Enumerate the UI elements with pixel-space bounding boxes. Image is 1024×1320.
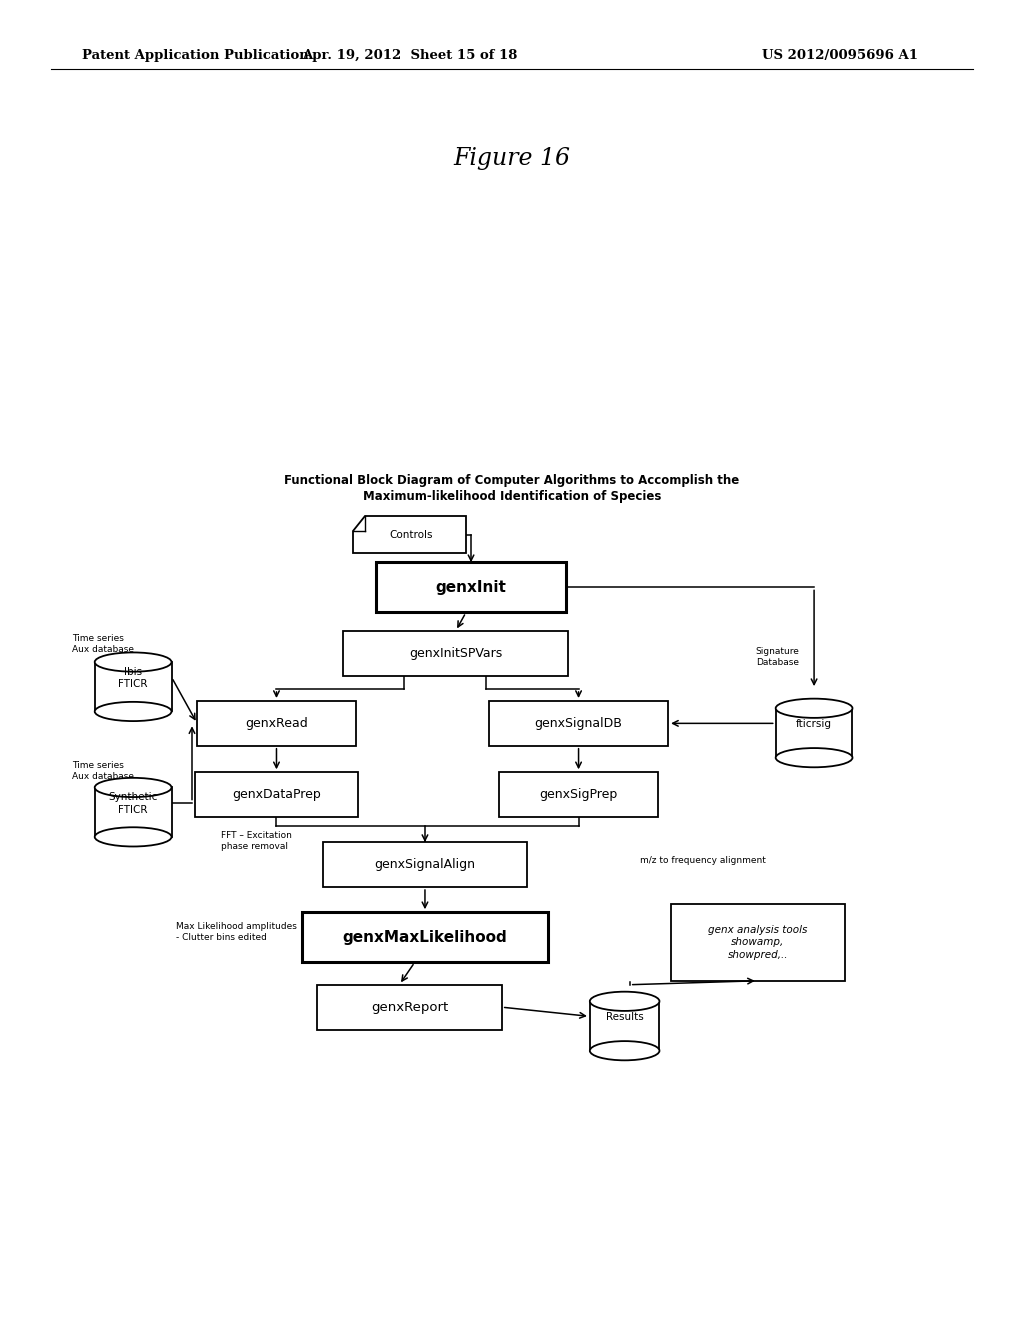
- Ellipse shape: [776, 748, 852, 767]
- Ellipse shape: [776, 698, 852, 718]
- FancyBboxPatch shape: [488, 701, 668, 746]
- Text: Maximum-likelihood Identification of Species: Maximum-likelihood Identification of Spe…: [362, 490, 662, 503]
- Text: Figure 16: Figure 16: [454, 147, 570, 170]
- Text: Apr. 19, 2012  Sheet 15 of 18: Apr. 19, 2012 Sheet 15 of 18: [302, 49, 517, 62]
- Text: genxInitSPVars: genxInitSPVars: [409, 647, 503, 660]
- Text: Controls: Controls: [389, 529, 433, 540]
- Text: Time series
Aux database: Time series Aux database: [72, 760, 134, 781]
- Text: genxReport: genxReport: [371, 1001, 449, 1014]
- Text: FFT – Excitation
phase removal: FFT – Excitation phase removal: [221, 830, 292, 851]
- Ellipse shape: [94, 702, 172, 721]
- Text: Signature
Database: Signature Database: [756, 647, 800, 668]
- Text: genxMaxLikelihood: genxMaxLikelihood: [343, 929, 507, 945]
- FancyBboxPatch shape: [317, 985, 502, 1030]
- Text: Results: Results: [606, 1012, 643, 1023]
- Ellipse shape: [94, 652, 172, 672]
- FancyBboxPatch shape: [776, 709, 852, 758]
- FancyBboxPatch shape: [195, 772, 358, 817]
- Ellipse shape: [94, 828, 172, 846]
- Text: US 2012/0095696 A1: US 2012/0095696 A1: [762, 49, 918, 62]
- Text: fticrsig: fticrsig: [796, 719, 833, 730]
- Text: genx analysis tools
showamp,
showpred,..: genx analysis tools showamp, showpred,..: [708, 925, 808, 960]
- FancyBboxPatch shape: [590, 1002, 659, 1051]
- Text: genxSigPrep: genxSigPrep: [540, 788, 617, 801]
- FancyBboxPatch shape: [377, 562, 565, 612]
- FancyBboxPatch shape: [671, 904, 845, 981]
- Text: genxDataPrep: genxDataPrep: [232, 788, 321, 801]
- Text: Ibis
FTICR: Ibis FTICR: [119, 667, 147, 689]
- FancyBboxPatch shape: [94, 663, 171, 711]
- Ellipse shape: [590, 991, 659, 1011]
- Text: Synthetic
FTICR: Synthetic FTICR: [109, 792, 158, 814]
- FancyBboxPatch shape: [499, 772, 657, 817]
- FancyBboxPatch shape: [302, 912, 548, 962]
- Ellipse shape: [590, 1041, 659, 1060]
- Text: Patent Application Publication: Patent Application Publication: [82, 49, 308, 62]
- Text: Time series
Aux database: Time series Aux database: [72, 634, 134, 655]
- Text: genxSignalAlign: genxSignalAlign: [375, 858, 475, 871]
- Polygon shape: [353, 516, 466, 553]
- FancyBboxPatch shape: [197, 701, 356, 746]
- Text: genxInit: genxInit: [435, 579, 507, 595]
- Text: m/z to frequency alignment: m/z to frequency alignment: [640, 857, 766, 865]
- Ellipse shape: [94, 777, 172, 797]
- Text: genxSignalDB: genxSignalDB: [535, 717, 623, 730]
- FancyBboxPatch shape: [94, 788, 171, 837]
- FancyBboxPatch shape: [323, 842, 527, 887]
- Text: Functional Block Diagram of Computer Algorithms to Accomplish the: Functional Block Diagram of Computer Alg…: [285, 474, 739, 487]
- Text: Max Likelihood amplitudes
- Clutter bins edited: Max Likelihood amplitudes - Clutter bins…: [176, 921, 297, 942]
- FancyBboxPatch shape: [343, 631, 568, 676]
- Text: genxRead: genxRead: [245, 717, 308, 730]
